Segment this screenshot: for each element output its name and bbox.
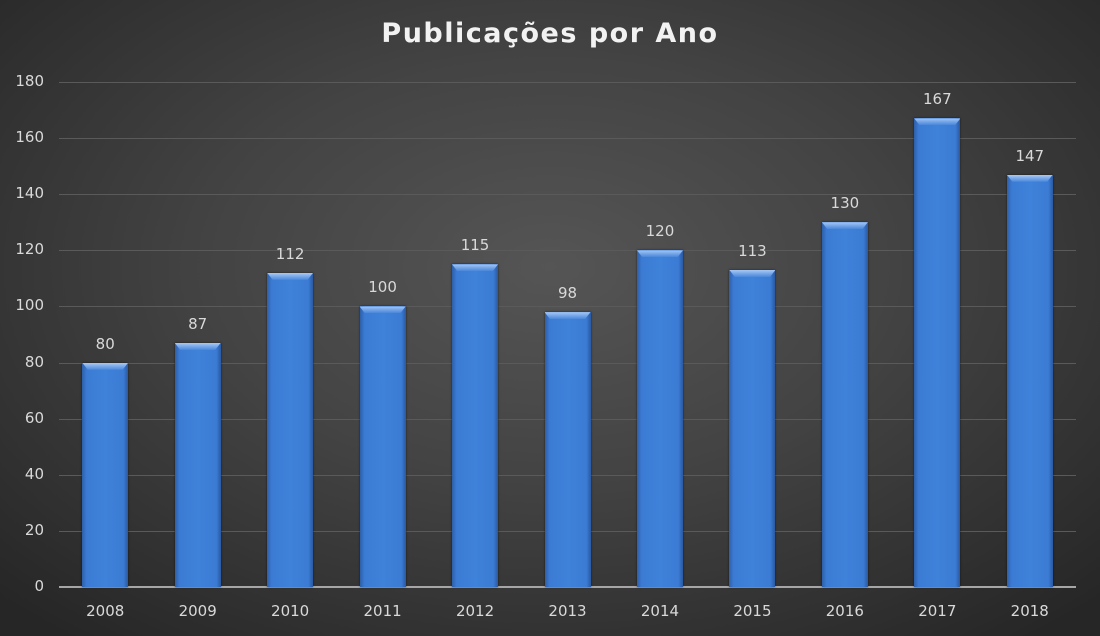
data-label: 100 bbox=[368, 278, 397, 297]
data-label: 147 bbox=[1015, 146, 1045, 165]
chart-title: Publicações por Ano bbox=[381, 18, 719, 49]
bar-2015 bbox=[729, 269, 776, 587]
y-tick-label: 160 bbox=[15, 128, 44, 147]
y-tick-label: 80 bbox=[24, 352, 44, 371]
bar-2010 bbox=[267, 272, 314, 587]
y-tick-label: 180 bbox=[15, 72, 44, 90]
x-tick-label: 2008 bbox=[86, 602, 125, 620]
x-tick-label: 2012 bbox=[455, 602, 495, 620]
gridline bbox=[59, 194, 1076, 196]
bar-bevel bbox=[174, 342, 221, 350]
x-tick-label: 2009 bbox=[178, 602, 217, 620]
bar-bevel bbox=[1006, 174, 1053, 182]
y-tick-label: 120 bbox=[15, 240, 44, 259]
bar-2011 bbox=[359, 306, 406, 587]
y-tick-label: 60 bbox=[24, 408, 44, 427]
x-tick-label: 2011 bbox=[363, 602, 402, 620]
bar-bevel bbox=[359, 306, 406, 314]
gridline bbox=[59, 250, 1076, 252]
data-label: 98 bbox=[557, 284, 578, 303]
gridline bbox=[59, 306, 1076, 308]
bar-bevel bbox=[544, 312, 591, 320]
x-tick-label: 2017 bbox=[918, 602, 957, 620]
x-axis-line bbox=[59, 586, 1076, 588]
data-label: 120 bbox=[645, 222, 675, 241]
x-tick-label: 2016 bbox=[825, 602, 864, 620]
bar-2009 bbox=[174, 342, 221, 587]
gridline bbox=[59, 82, 1076, 83]
bar-2008 bbox=[82, 362, 129, 587]
x-tick-label: 2018 bbox=[1010, 602, 1049, 620]
x-tick-label: 2010 bbox=[271, 602, 310, 620]
bar-2014 bbox=[636, 250, 683, 587]
bar-2016 bbox=[821, 222, 868, 587]
y-tick-label: 20 bbox=[24, 520, 44, 539]
y-tick-label: 0 bbox=[34, 577, 44, 595]
bar-2012 bbox=[452, 264, 499, 587]
bar-2017 bbox=[914, 118, 961, 587]
bar-bevel bbox=[821, 222, 868, 230]
gridline bbox=[59, 138, 1076, 140]
bar-2018 bbox=[1006, 174, 1053, 587]
bar-2013 bbox=[544, 312, 591, 587]
x-tick-label: 2014 bbox=[640, 602, 680, 620]
data-label: 115 bbox=[460, 236, 490, 255]
data-label: 113 bbox=[738, 241, 767, 260]
bar-bevel bbox=[636, 250, 683, 258]
plot-area: 80 87 112 100 115 98 120 113 130 167 147 bbox=[59, 82, 1076, 588]
bar-bevel bbox=[452, 264, 499, 272]
y-tick-label: 140 bbox=[15, 184, 44, 203]
bar-bevel bbox=[267, 272, 314, 280]
x-tick-label: 2013 bbox=[548, 602, 587, 620]
y-tick-label: 100 bbox=[15, 296, 44, 315]
bar-bevel bbox=[914, 118, 961, 126]
data-label: 80 bbox=[95, 334, 115, 353]
data-label: 87 bbox=[188, 314, 208, 333]
bar-bevel bbox=[82, 362, 129, 370]
data-label: 112 bbox=[275, 244, 305, 263]
data-label: 130 bbox=[830, 194, 860, 213]
x-tick-label: 2015 bbox=[733, 602, 772, 620]
y-tick-label: 40 bbox=[24, 464, 44, 483]
bar-bevel bbox=[729, 269, 776, 277]
data-label: 167 bbox=[922, 90, 952, 109]
